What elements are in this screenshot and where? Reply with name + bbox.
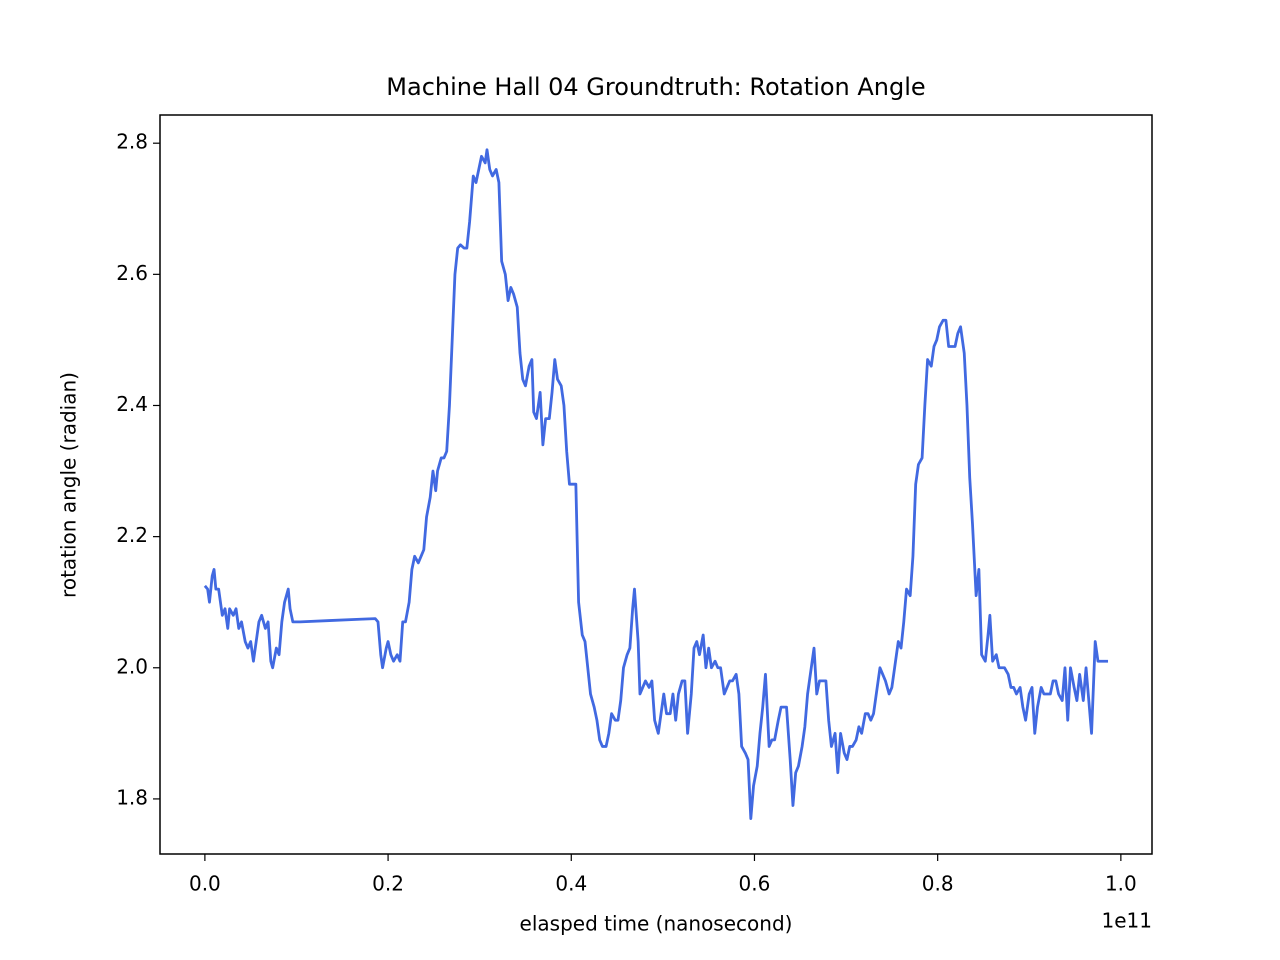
x-tick-label: 1.0 [1105,872,1137,896]
y-tick-label: 1.8 [116,785,148,809]
x-offset-label: 1e11 [1102,909,1152,933]
y-tick-label: 2.6 [116,261,148,285]
y-tick-label: 2.8 [116,130,148,154]
plot-frame [159,114,1153,855]
y-tick-label: 2.2 [116,523,148,547]
y-tick-label: 2.4 [116,392,148,416]
x-tick-label: 0.6 [739,872,771,896]
x-axis-label: elasped time (nanosecond) [520,912,793,936]
chart-title: Machine Hall 04 Groundtruth: Rotation An… [386,73,925,101]
x-tick-label: 0.8 [922,872,954,896]
x-tick-label: 0.0 [189,872,221,896]
x-tick-label: 0.4 [555,872,587,896]
y-axis-label: rotation angle (radian) [57,372,81,598]
data-line [203,148,1109,820]
y-tick-label: 2.0 [116,654,148,678]
x-tick-label: 0.2 [372,872,404,896]
